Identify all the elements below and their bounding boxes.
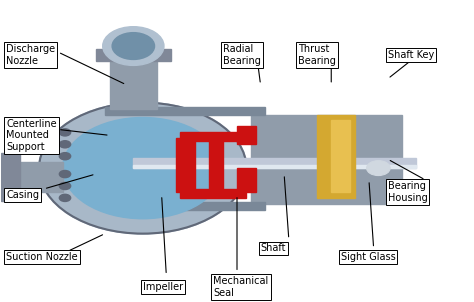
Circle shape: [59, 141, 71, 148]
Text: Discharge
Nozzle: Discharge Nozzle: [6, 44, 55, 66]
FancyBboxPatch shape: [209, 138, 223, 192]
Text: Shaft: Shaft: [261, 243, 286, 253]
Circle shape: [112, 33, 155, 59]
FancyBboxPatch shape: [6, 162, 63, 192]
Text: Centerline
Mounted
Support: Centerline Mounted Support: [6, 119, 57, 152]
FancyBboxPatch shape: [133, 165, 416, 168]
FancyBboxPatch shape: [105, 202, 265, 210]
FancyBboxPatch shape: [96, 49, 171, 61]
Text: Shaft Key: Shaft Key: [388, 50, 434, 60]
FancyBboxPatch shape: [317, 114, 355, 198]
FancyBboxPatch shape: [181, 132, 246, 141]
Circle shape: [39, 103, 246, 234]
FancyBboxPatch shape: [331, 120, 350, 192]
Text: Sight Glass: Sight Glass: [341, 252, 395, 262]
FancyBboxPatch shape: [251, 114, 402, 204]
Circle shape: [59, 194, 71, 201]
Text: Thrust
Bearing: Thrust Bearing: [298, 44, 336, 66]
Circle shape: [366, 161, 390, 175]
FancyBboxPatch shape: [181, 189, 246, 198]
FancyBboxPatch shape: [133, 158, 416, 168]
FancyBboxPatch shape: [237, 168, 256, 192]
Circle shape: [59, 182, 71, 190]
Circle shape: [59, 129, 71, 136]
Circle shape: [103, 27, 164, 66]
Circle shape: [59, 153, 71, 160]
Text: Impeller: Impeller: [143, 282, 183, 292]
Text: Bearing
Housing: Bearing Housing: [388, 181, 428, 203]
Text: Mechanical
Seal: Mechanical Seal: [213, 276, 269, 298]
Circle shape: [59, 171, 71, 178]
FancyBboxPatch shape: [105, 107, 265, 114]
FancyBboxPatch shape: [176, 138, 195, 192]
FancyBboxPatch shape: [237, 127, 256, 144]
Text: Radial
Bearing: Radial Bearing: [223, 44, 261, 66]
Circle shape: [63, 117, 223, 219]
FancyBboxPatch shape: [1, 153, 20, 201]
FancyBboxPatch shape: [110, 55, 157, 109]
Text: Suction Nozzle: Suction Nozzle: [6, 252, 78, 262]
Text: Casing: Casing: [6, 190, 39, 200]
